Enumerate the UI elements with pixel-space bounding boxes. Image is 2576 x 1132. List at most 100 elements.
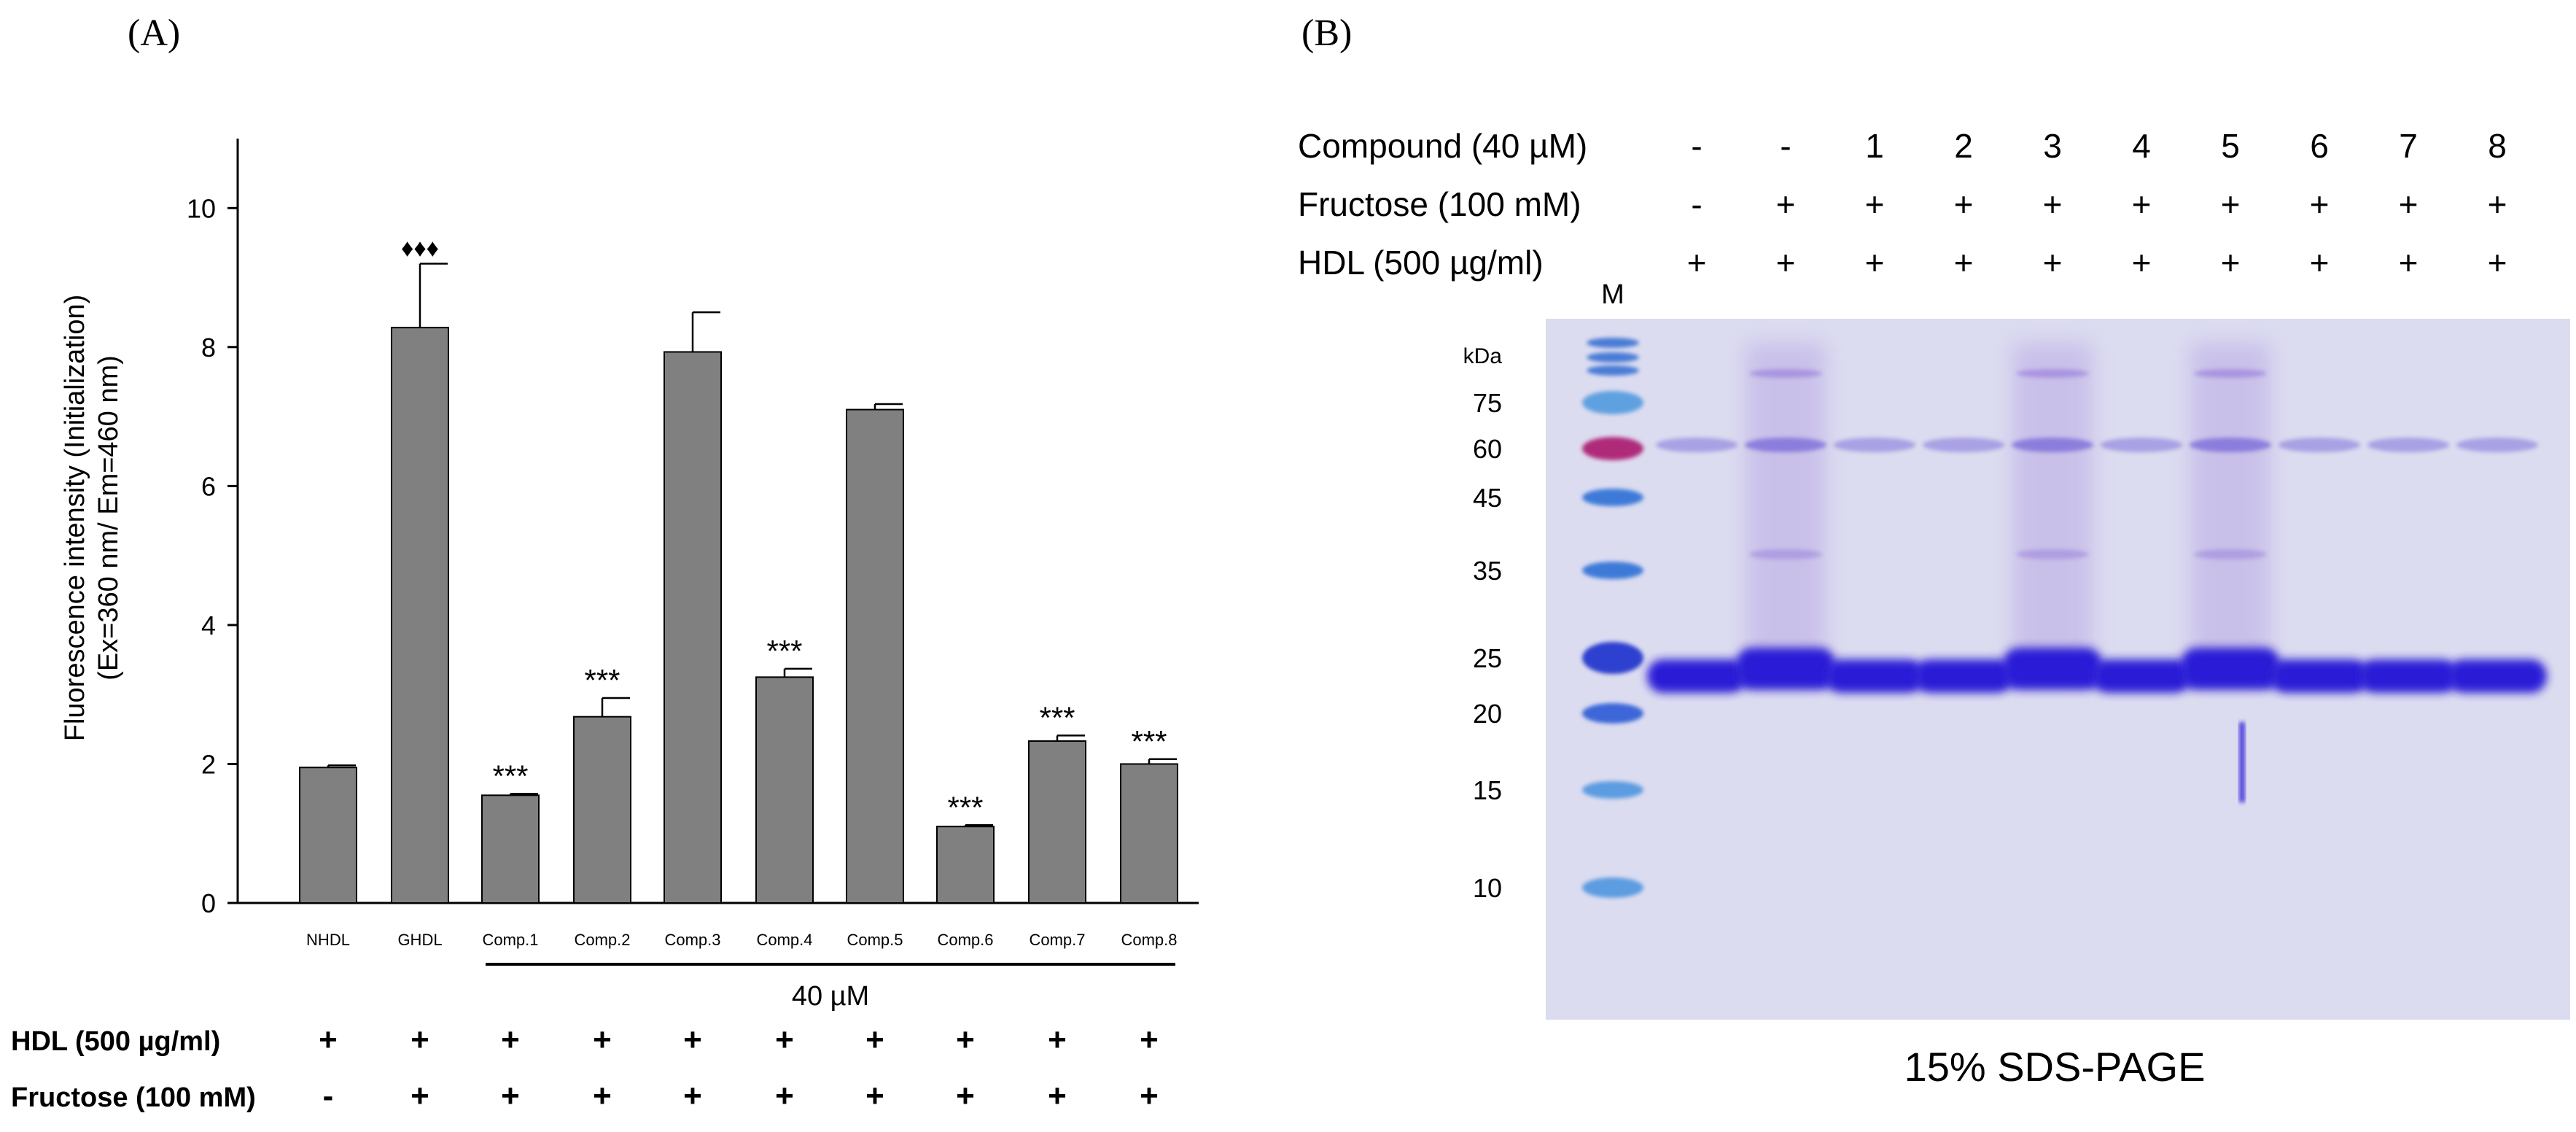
significance-diamonds: ♦♦♦	[401, 234, 439, 262]
header-row-label: Fructose (100 mM)	[1298, 185, 1581, 223]
lane-mark: 3	[2043, 127, 2062, 165]
header-row-label: Compound (40 µM)	[1298, 127, 1587, 165]
minor-band	[2016, 369, 2089, 378]
x-tick-label: Comp.8	[1121, 931, 1177, 949]
main-band	[1825, 659, 1924, 693]
ladder-band	[1587, 338, 1639, 348]
lane-mark: -	[1691, 127, 1702, 165]
lane-mark: +	[1865, 185, 1885, 223]
condition-mark: +	[956, 1078, 975, 1114]
minor-band	[1745, 438, 1826, 452]
condition-mark: +	[410, 1078, 429, 1114]
minor-band	[2194, 369, 2267, 378]
ladder-band	[1582, 877, 1643, 898]
condition-mark: +	[593, 1078, 612, 1114]
header-row-label: HDL (500 µg/ml)	[1298, 244, 1544, 282]
main-band-shifted	[2003, 648, 2102, 690]
lane-mark: +	[1954, 185, 1974, 223]
y-axis-title-line1: Fluorescence intensity (Initialization)	[60, 295, 90, 742]
minor-band	[2101, 438, 2182, 452]
gel-bands	[1582, 338, 2547, 898]
lane-mark: -	[1691, 185, 1702, 223]
condition-row-label: HDL (500 µg/ml)	[11, 1026, 220, 1057]
condition-mark: +	[593, 1022, 612, 1058]
minor-band	[2279, 438, 2360, 452]
gel-smears	[1746, 343, 2270, 678]
y-tick-label: 2	[201, 749, 216, 779]
x-tick-label: GHDL	[397, 931, 442, 949]
lane-mark: +	[2132, 185, 2152, 223]
bar	[846, 408, 904, 904]
condition-table: HDL (500 µg/ml) + + + + + + + + + + Fructose (100 m…	[11, 1022, 1159, 1114]
condition-mark: +	[956, 1022, 975, 1058]
lane-mark: +	[2043, 185, 2063, 223]
lane-mark: +	[2221, 244, 2241, 282]
condition-mark: +	[865, 1078, 884, 1114]
condition-mark: +	[683, 1022, 702, 1058]
condition-mark: +	[865, 1022, 884, 1058]
minor-band	[1656, 438, 1738, 452]
minor-band	[2194, 549, 2267, 559]
panel-b: (B) Compound (40 µM) - -1 2 3 4 5 6 7 8 Fructose (…	[1283, 0, 2576, 1128]
significance-asterisks: ***	[1039, 700, 1075, 734]
lane-smear	[1746, 343, 1826, 678]
kda-label: kDa	[1463, 344, 1503, 368]
significance-asterisks: ***	[492, 759, 528, 793]
panel-a-label: (A)	[128, 12, 180, 54]
bar	[664, 351, 722, 904]
lane-mark: +	[2488, 185, 2507, 223]
gel-caption: 15% SDS-PAGE	[1904, 1044, 2206, 1090]
panel-b-label: (B)	[1301, 12, 1352, 54]
lane-mark: 7	[2399, 127, 2418, 165]
main-band-shifted	[2181, 648, 2280, 690]
minor-band	[1923, 438, 2004, 452]
lane-condition-header: Compound (40 µM) - - 1 2 3 4 5 6 7 8 Fructose (100 …	[1298, 127, 2507, 282]
x-tick-label: Comp.6	[937, 931, 993, 949]
bar	[936, 826, 995, 904]
lane-mark: +	[2043, 244, 2063, 282]
bar-chart: (A) Fluorescence intensity (Initializati…	[11, 12, 1199, 1114]
kda-tick-label: 20	[1473, 699, 1502, 729]
x-tick-label: Comp.4	[756, 931, 812, 949]
kda-tick-label: 75	[1473, 388, 1502, 418]
kda-tick-label: 15	[1473, 775, 1502, 805]
main-band	[2270, 659, 2369, 693]
lane-mark: +	[2310, 185, 2330, 223]
main-band	[2359, 659, 2458, 693]
condition-mark: +	[1048, 1078, 1067, 1114]
main-band	[1914, 659, 2013, 693]
y-axis-title: Fluorescence intensity (Initialization) …	[60, 295, 124, 742]
x-tick-label: Comp.7	[1029, 931, 1085, 949]
minor-band	[1749, 549, 1822, 559]
ladder-band	[1582, 703, 1643, 724]
main-band-shifted	[1736, 648, 1835, 690]
lane-mark: +	[1776, 244, 1796, 282]
lane-mark: +	[2221, 185, 2241, 223]
ladder-band	[1582, 781, 1643, 799]
minor-band	[2190, 438, 2271, 452]
x-tick-label: Comp.1	[482, 931, 538, 949]
lane-mark: 8	[2488, 127, 2507, 165]
x-tick-label: Comp.2	[574, 931, 630, 949]
bar	[1120, 763, 1178, 904]
lane-mark: -	[1780, 127, 1791, 165]
minor-band	[2456, 438, 2538, 452]
minor-band	[2367, 438, 2449, 452]
main-band	[2448, 659, 2547, 693]
lane-mark: +	[1776, 185, 1796, 223]
lane-mark: +	[2399, 244, 2419, 282]
kda-tick-label: 60	[1473, 434, 1502, 464]
lane-mark: +	[2399, 185, 2419, 223]
ladder-band	[1582, 391, 1643, 414]
lane-mark: +	[1954, 244, 1974, 282]
significance-asterisks: ***	[947, 790, 983, 824]
lane-mark: 1	[1865, 127, 1884, 165]
ladder-band	[1582, 489, 1643, 506]
y-axis-title-line2: (Ex=360 nm/ Em=460 nm)	[93, 355, 124, 681]
y-ticks: 0 2 4 6 8 10	[187, 193, 238, 918]
bar	[1028, 740, 1086, 904]
y-tick-label: 4	[201, 610, 216, 640]
significance-asterisks: ***	[1131, 724, 1167, 759]
bar	[755, 676, 814, 904]
